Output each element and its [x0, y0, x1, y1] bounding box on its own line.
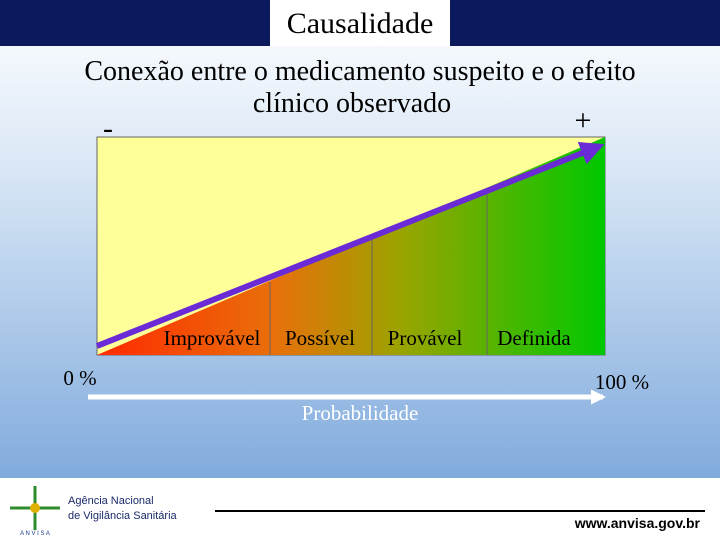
end-label: 100 %	[595, 370, 649, 394]
axis-label: Probabilidade	[302, 401, 419, 425]
title-box	[270, 0, 450, 46]
level-label: Provável	[388, 326, 463, 350]
plus-sign: +	[575, 104, 592, 137]
subtitle: clínico observado	[253, 88, 451, 119]
start-label: 0 %	[63, 366, 96, 390]
url: www.anvisa.gov.br	[574, 515, 701, 531]
logo: A N V I S A	[10, 486, 60, 537]
level-label: Possível	[285, 326, 355, 350]
level-label: Definida	[497, 326, 571, 350]
agency-name: de Vigilância Sanitária	[68, 510, 178, 522]
agency-name: Agência Nacional	[68, 495, 154, 507]
subtitle: Conexão entre o medicamento suspeito e o…	[84, 56, 635, 87]
footer-band	[0, 478, 720, 540]
minus-sign: -	[103, 112, 113, 145]
trend-arrow	[95, 141, 605, 349]
logo-text: A N V I S A	[20, 531, 50, 537]
level-label: Improvável	[164, 326, 261, 350]
title: Causalidade	[287, 7, 434, 40]
